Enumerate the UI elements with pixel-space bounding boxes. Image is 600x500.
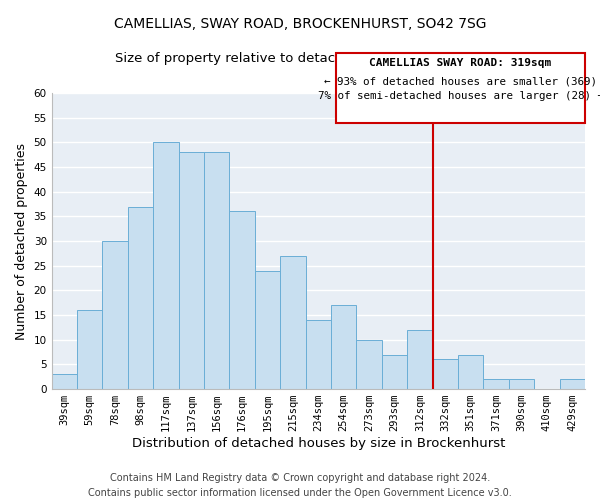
Text: CAMELLIAS SWAY ROAD: 319sqm: CAMELLIAS SWAY ROAD: 319sqm (370, 58, 551, 68)
Bar (229, 212, 255, 389)
Bar (331, 305, 356, 389)
Bar (280, 256, 305, 389)
Bar (433, 360, 458, 389)
Text: ← 93% of detached houses are smaller (369): ← 93% of detached houses are smaller (36… (324, 76, 597, 86)
X-axis label: Distribution of detached houses by size in Brockenhurst: Distribution of detached houses by size … (131, 437, 505, 450)
Y-axis label: Number of detached properties: Number of detached properties (15, 142, 28, 340)
Bar (560, 379, 585, 389)
Title: Size of property relative to detached houses in Brockenhurst: Size of property relative to detached ho… (115, 52, 521, 66)
Text: CAMELLIAS, SWAY ROAD, BROCKENHURST, SO42 7SG: CAMELLIAS, SWAY ROAD, BROCKENHURST, SO42… (114, 18, 486, 32)
Text: Contains HM Land Registry data © Crown copyright and database right 2024.
Contai: Contains HM Land Registry data © Crown c… (88, 472, 512, 498)
Bar (305, 320, 331, 389)
Bar (179, 152, 204, 389)
Bar (382, 354, 407, 389)
Bar (77, 310, 103, 389)
Bar (484, 379, 509, 389)
Bar (356, 340, 382, 389)
Bar (407, 330, 433, 389)
Bar (255, 270, 280, 389)
Bar (128, 206, 153, 389)
Text: 7% of semi-detached houses are larger (28) →: 7% of semi-detached houses are larger (2… (317, 92, 600, 102)
Bar (204, 152, 229, 389)
Bar (52, 374, 77, 389)
Bar (509, 379, 534, 389)
Bar (458, 354, 484, 389)
Bar (103, 241, 128, 389)
Bar (153, 142, 179, 389)
